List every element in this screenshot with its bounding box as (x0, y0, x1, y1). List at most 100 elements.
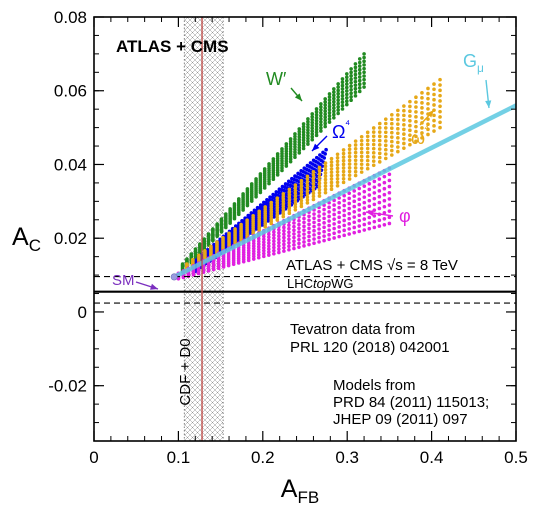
series-4-point (287, 190, 292, 194)
series-w-point (267, 162, 271, 166)
series-4-point (258, 203, 263, 207)
series-4-point (233, 227, 237, 231)
series--point (327, 205, 331, 210)
series-4-point (390, 121, 394, 126)
series-label-omega-upper: Ω (332, 122, 345, 142)
series--point (342, 203, 346, 208)
series-4-point (383, 152, 388, 156)
series-w-point (323, 112, 327, 117)
series-w-point (323, 121, 327, 126)
series--point (267, 238, 271, 242)
series-4-point (432, 87, 436, 92)
series--point (282, 225, 286, 230)
series-4-point (408, 114, 412, 118)
series-4-point (311, 191, 316, 196)
series--point (337, 210, 341, 215)
series--point (377, 218, 382, 223)
series--point (377, 194, 382, 199)
series-label-wprime: W′ (266, 69, 287, 89)
series-4-point (323, 180, 328, 185)
series-g-line (171, 103, 516, 280)
series-w-point (288, 142, 293, 146)
series--point (251, 239, 256, 243)
series-4-point (311, 176, 316, 180)
series-w-point (319, 117, 323, 121)
series-w-point (275, 152, 280, 156)
series-w-point (314, 107, 319, 111)
series-4-point (221, 235, 225, 240)
series--point (256, 236, 261, 241)
series--point (287, 223, 291, 228)
omega-upper-arrow-head (312, 143, 320, 151)
series-w-point (336, 101, 340, 106)
series-4-point (414, 100, 418, 104)
series--point (347, 196, 352, 201)
series-4-point (396, 131, 400, 136)
series-4-point (365, 162, 370, 167)
series-4-point (299, 190, 304, 194)
series-w-point (344, 95, 349, 100)
series--point (267, 232, 271, 236)
series--point (267, 253, 271, 257)
series--point (317, 240, 321, 244)
series-4-point (323, 167, 328, 172)
series-4-point (414, 134, 418, 139)
series-4-point (426, 122, 430, 127)
series--point (367, 193, 372, 197)
series-4-point (305, 183, 310, 187)
y-tick-label: 0.08 (54, 8, 87, 27)
series-4-point (335, 170, 340, 174)
series-4-point (263, 205, 268, 209)
series-w-point (319, 111, 323, 115)
series--point (387, 197, 392, 201)
x-axis-label: AFB (281, 475, 319, 507)
series-w-point (211, 227, 215, 231)
series-4-point (265, 197, 269, 202)
series-4-point (347, 177, 352, 181)
series-4-point (365, 138, 370, 143)
series-w-point (306, 119, 310, 124)
series-4-point (317, 172, 322, 176)
series-w-point (314, 124, 319, 129)
series--point (337, 225, 341, 229)
series-w-point (288, 159, 293, 164)
series-4-point (347, 147, 352, 152)
series--point (322, 207, 326, 212)
series-w-point (332, 103, 336, 107)
series-4-point (402, 146, 406, 150)
series-4-point (281, 197, 286, 201)
series-4-point (371, 126, 376, 130)
series--point (267, 244, 271, 248)
series-4-point (311, 179, 316, 183)
series-w-point (314, 110, 319, 114)
series-4-point (341, 148, 346, 152)
series-4-point (438, 99, 442, 103)
series--point (362, 217, 367, 221)
series-w-point (232, 202, 237, 206)
series-4-point (293, 196, 298, 201)
series-4-point (293, 202, 298, 207)
series--point (357, 202, 362, 207)
series-w-point (349, 91, 353, 96)
series-4-point (353, 158, 358, 163)
series-w-point (293, 152, 297, 157)
series-4-point (396, 126, 400, 131)
series-4-point (299, 184, 304, 189)
series-w-point (271, 157, 276, 161)
series-w-point (284, 142, 289, 146)
series-w-point (219, 217, 224, 221)
series--point (287, 244, 291, 249)
series--point (282, 242, 286, 247)
series-4-point (426, 91, 430, 96)
series--point (332, 226, 336, 231)
series-w-point (344, 92, 349, 97)
series--point (302, 220, 306, 225)
series--point (287, 240, 291, 245)
series-w-point (353, 69, 358, 73)
series-w-point (336, 111, 340, 116)
series-4-point (323, 174, 328, 179)
series-w-point (332, 87, 336, 91)
series--point (317, 227, 321, 231)
series-4-point (438, 125, 442, 130)
series-4-point (311, 188, 316, 193)
